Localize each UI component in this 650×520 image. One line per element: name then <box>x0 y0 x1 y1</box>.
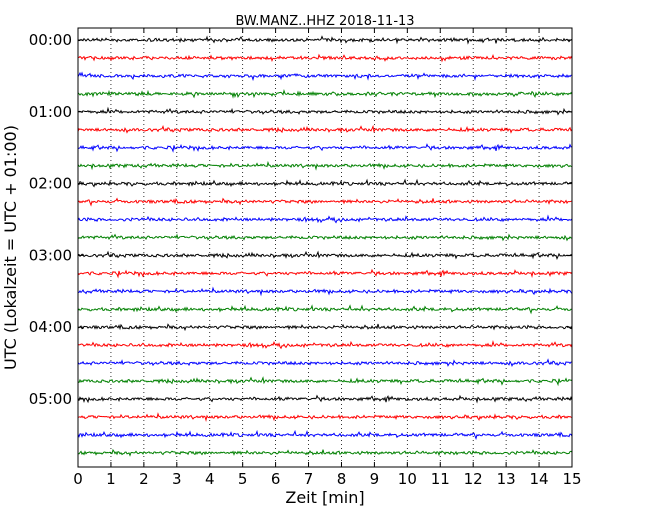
seismogram-traces <box>77 35 573 457</box>
seismogram-trace <box>77 250 573 261</box>
x-tick-label: 1 <box>106 470 116 488</box>
y-tick-label: 03:00 <box>29 246 72 264</box>
seismogram-trace <box>77 448 573 457</box>
seismogram-trace <box>77 124 573 134</box>
x-tick-label: 14 <box>530 470 549 488</box>
seismogram-trace <box>77 214 573 224</box>
seismogram-trace <box>77 178 573 188</box>
seismogram-trace <box>77 412 573 423</box>
x-tick-label: 8 <box>337 470 347 488</box>
seismogram-trace <box>77 304 573 315</box>
x-tick-label: 9 <box>370 470 380 488</box>
x-axis-label: Zeit [min] <box>285 488 364 507</box>
y-axis-ticks: 00:00 01:00 02:00 03:00 04:00 05:00 <box>29 31 572 408</box>
seismogram-trace <box>77 394 573 404</box>
y-tick-label: 04:00 <box>29 318 72 336</box>
y-tick-label: 02:00 <box>29 175 72 193</box>
seismogram-trace <box>77 106 573 116</box>
x-tick-label: 3 <box>172 470 182 488</box>
x-tick-label: 5 <box>238 470 248 488</box>
seismogram-trace <box>77 88 573 99</box>
x-tick-label: 6 <box>271 470 281 488</box>
chart-title: BW.MANZ..HHZ 2018-11-13 <box>235 14 414 29</box>
seismogram-trace <box>77 429 573 440</box>
y-tick-label: 00:00 <box>29 31 72 49</box>
seismogram-trace <box>77 376 573 387</box>
seismogram-trace <box>77 35 573 45</box>
x-tick-label: 10 <box>398 470 417 488</box>
x-axis-ticks: 0 1 2 3 4 5 6 7 8 9 10 11 12 13 14 15 <box>73 28 582 488</box>
seismogram-trace <box>77 323 573 332</box>
x-tick-label: 0 <box>73 470 83 488</box>
x-tick-label: 7 <box>304 470 314 488</box>
seismogram-trace <box>77 358 573 368</box>
x-tick-label: 15 <box>562 470 581 488</box>
x-tick-label: 13 <box>497 470 516 488</box>
y-tick-label: 01:00 <box>29 103 72 121</box>
seismogram-trace <box>77 286 573 297</box>
y-axis-label: UTC (Lokalzeit = UTC + 01:00) <box>1 125 20 370</box>
seismogram-trace <box>77 143 573 153</box>
x-tick-label: 4 <box>205 470 215 488</box>
seismogram-trace <box>77 71 573 82</box>
x-tick-label: 12 <box>464 470 483 488</box>
plot-frame <box>77 27 573 468</box>
seismogram-trace <box>77 197 573 207</box>
x-tick-label: 11 <box>431 470 450 488</box>
seismogram-trace <box>77 233 573 242</box>
seismogram-trace <box>77 53 573 63</box>
seismogram-trace <box>77 339 573 350</box>
seismogram-trace <box>77 268 573 279</box>
y-tick-label: 05:00 <box>29 390 72 408</box>
seismogram-trace <box>77 160 573 171</box>
x-tick-label: 2 <box>139 470 149 488</box>
